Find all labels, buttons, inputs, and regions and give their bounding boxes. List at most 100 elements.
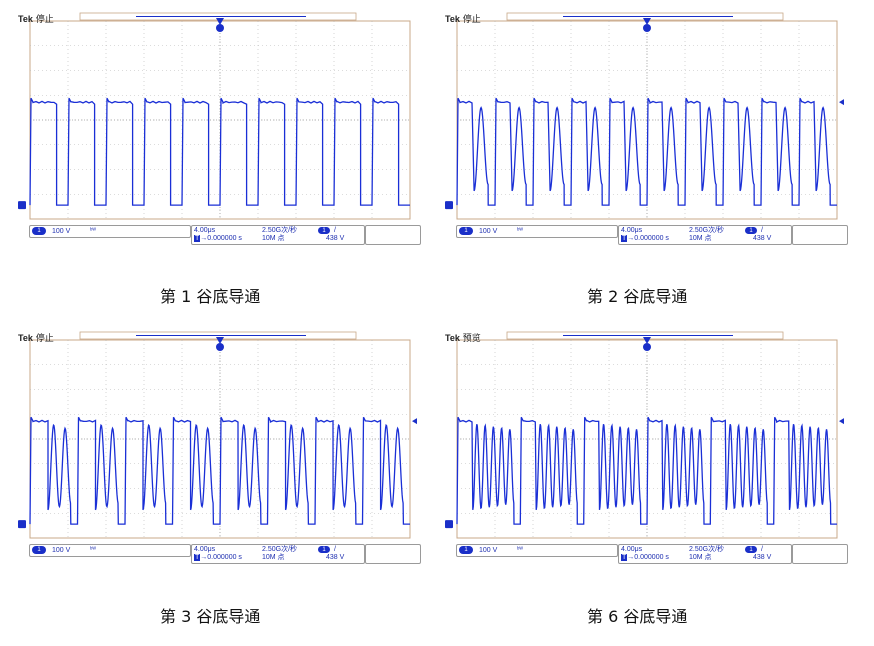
channel-badge: 1 (459, 227, 473, 235)
trigger-channel-badge: 1 (745, 227, 757, 234)
trigger-level-marker (839, 418, 844, 425)
waveform-display (18, 331, 417, 539)
empty-readout[interactable] (365, 544, 421, 564)
sample-rate: 2.50G次/秒 (262, 546, 298, 553)
channel-readout[interactable]: 1 100 V ᵇᵂ (29, 225, 191, 238)
sample-rate: 2.50G次/秒 (262, 227, 298, 234)
vertical-scale: 100 V (52, 547, 71, 554)
trigger-delay-value: →0.000000 s (627, 554, 669, 561)
trigger-position-marker (216, 337, 224, 344)
empty-readout[interactable] (365, 225, 421, 245)
trigger-level-marker (839, 99, 844, 106)
ch1-ground-marker (18, 201, 26, 210)
trigger-delay: T→0.000000 s (194, 554, 242, 561)
scope-status-bar: 1 100 V ᵇᵂ 4.00μs 2.50G次/秒 1 / T→0.00000… (456, 543, 848, 564)
waveform-display (445, 12, 844, 220)
bandwidth-icon: ᵇᵂ (517, 547, 523, 553)
trigger-level-marker (412, 418, 417, 425)
scope-header: Tek 预览 (445, 333, 481, 345)
channel-readout[interactable]: 1 100 V ᵇᵂ (29, 544, 191, 557)
tek-logo: Tek (445, 14, 460, 24)
tek-logo: Tek (445, 333, 460, 343)
ch1-waveform (29, 416, 410, 525)
acquisition-mode: 预览 (462, 334, 481, 344)
trigger-delay-value: →0.000000 s (200, 554, 242, 561)
trigger-position-marker (216, 18, 224, 25)
trigger-position-marker (643, 337, 651, 344)
vertical-scale: 100 V (479, 547, 498, 554)
ch1-ground-marker (445, 520, 453, 529)
caption-3: 第 3 谷底导通 (160, 607, 261, 626)
trigger-level: 438 V (753, 235, 772, 242)
trigger-channel-badge: 1 (318, 546, 330, 553)
record-length: 10M 点 (689, 554, 712, 561)
time-per-div: 4.00μs (194, 546, 216, 553)
waveform-display (445, 331, 844, 539)
caption-2: 第 2 谷底导通 (587, 287, 688, 306)
caption-4: 第 6 谷底导通 (587, 607, 688, 626)
tek-logo: Tek (18, 14, 33, 24)
trigger-level: 438 V (326, 554, 345, 561)
bandwidth-icon: ᵇᵂ (517, 228, 523, 234)
record-length: 10M 点 (262, 235, 285, 242)
bandwidth-icon: ᵇᵂ (90, 228, 96, 234)
trigger-position-marker (643, 18, 651, 25)
empty-readout[interactable] (792, 225, 848, 245)
trigger-slope: / (761, 546, 763, 553)
scope-status-bar: 1 100 V ᵇᵂ 4.00μs 2.50G次/秒 1 / T→0.00000… (456, 224, 848, 245)
trigger-channel-badge: 1 (745, 546, 757, 553)
scope-panel-2: Tek 停止 1 100 V ᵇᵂ 4.00μs 2.50G次/秒 1 / T→… (443, 12, 853, 245)
channel-badge: 1 (32, 227, 46, 235)
time-per-div: 4.00μs (194, 227, 216, 234)
trigger-delay: T→0.000000 s (621, 554, 669, 561)
trigger-delay: T→0.000000 s (621, 235, 669, 242)
record-length: 10M 点 (689, 235, 712, 242)
trigger-channel-badge: 1 (318, 227, 330, 234)
scope-status-bar: 1 100 V ᵇᵂ 4.00μs 2.50G次/秒 1 / T→0.00000… (29, 543, 421, 564)
trigger-delay-value: →0.000000 s (627, 235, 669, 242)
trigger-delay-value: →0.000000 s (200, 235, 242, 242)
empty-readout[interactable] (792, 544, 848, 564)
acquisition-mode: 停止 (35, 15, 54, 25)
sample-rate: 2.50G次/秒 (689, 227, 725, 234)
scope-panel-1: Tek 停止 1 100 V ᵇᵂ 4.00μs 2.50G次/秒 1 / T→… (16, 12, 426, 245)
trigger-slope: / (761, 227, 763, 234)
scope-header: Tek 停止 (18, 333, 54, 345)
trigger-slope: / (334, 546, 336, 553)
vertical-scale: 100 V (52, 228, 71, 235)
ch1-waveform (29, 97, 410, 206)
scope-panel-3: Tek 停止 1 100 V ᵇᵂ 4.00μs 2.50G次/秒 1 / T→… (16, 331, 426, 564)
record-length: 10M 点 (262, 554, 285, 561)
trigger-position-badge (216, 24, 224, 32)
waveform-display (18, 12, 411, 220)
trigger-slope: / (334, 227, 336, 234)
trigger-delay: T→0.000000 s (194, 235, 242, 242)
channel-readout[interactable]: 1 100 V ᵇᵂ (456, 544, 618, 557)
caption-1: 第 1 谷底导通 (160, 287, 261, 306)
scope-status-bar: 1 100 V ᵇᵂ 4.00μs 2.50G次/秒 1 / T→0.00000… (29, 224, 421, 245)
acquisition-mode: 停止 (462, 15, 481, 25)
channel-badge: 1 (459, 546, 473, 554)
bandwidth-icon: ᵇᵂ (90, 547, 96, 553)
sample-rate: 2.50G次/秒 (689, 546, 725, 553)
acquisition-mode: 停止 (35, 334, 54, 344)
scope-header: Tek 停止 (18, 14, 54, 26)
timebase-readout[interactable]: 4.00μs 2.50G次/秒 1 / T→0.000000 s 10M 点 4… (618, 544, 792, 564)
scope-header: Tek 停止 (445, 14, 481, 26)
channel-readout[interactable]: 1 100 V ᵇᵂ (456, 225, 618, 238)
trigger-position-badge (643, 24, 651, 32)
channel-badge: 1 (32, 546, 46, 554)
trigger-level: 438 V (326, 235, 345, 242)
ch1-waveform (456, 416, 837, 525)
timebase-readout[interactable]: 4.00μs 2.50G次/秒 1 / T→0.000000 s 10M 点 4… (191, 225, 365, 245)
timebase-readout[interactable]: 4.00μs 2.50G次/秒 1 / T→0.000000 s 10M 点 4… (618, 225, 792, 245)
vertical-scale: 100 V (479, 228, 498, 235)
trigger-position-badge (643, 343, 651, 351)
time-per-div: 4.00μs (621, 227, 643, 234)
time-per-div: 4.00μs (621, 546, 643, 553)
ch1-ground-marker (18, 520, 26, 529)
trigger-position-badge (216, 343, 224, 351)
ch1-ground-marker (445, 201, 453, 210)
scope-panel-4: Tek 预览 1 100 V ᵇᵂ 4.00μs 2.50G次/秒 1 / T→… (443, 331, 853, 564)
timebase-readout[interactable]: 4.00μs 2.50G次/秒 1 / T→0.000000 s 10M 点 4… (191, 544, 365, 564)
